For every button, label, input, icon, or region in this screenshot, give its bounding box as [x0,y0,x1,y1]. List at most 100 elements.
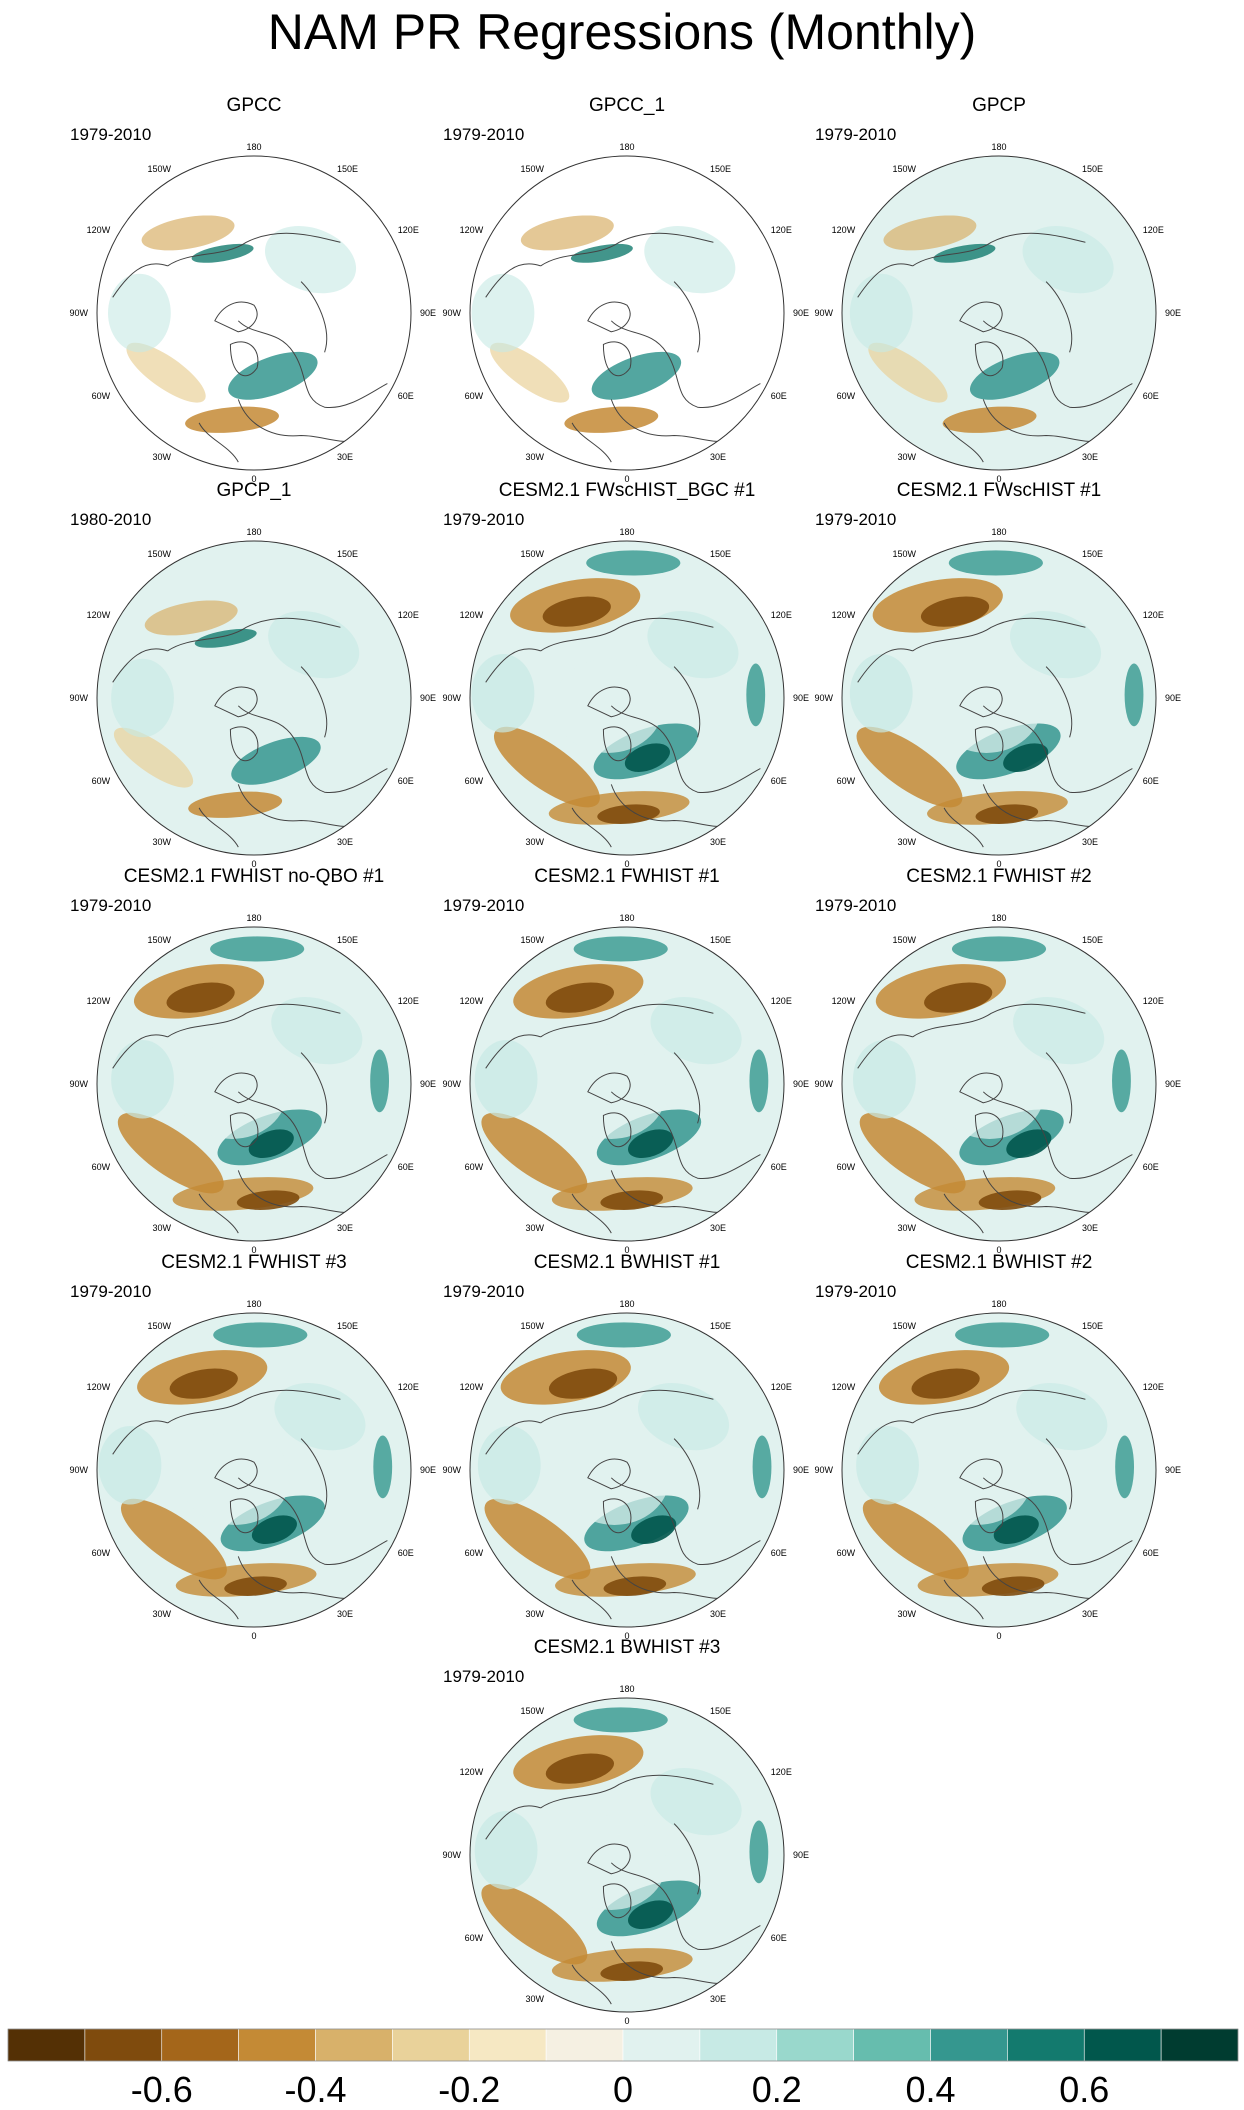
coastline [982,1556,1110,1599]
colorbar-swatch [853,2028,931,2062]
coastline [974,726,1004,762]
colorbar-tick-label: -0.4 [284,2069,346,2110]
coastline [943,807,984,848]
longitude-label: 120E [1143,1382,1164,1392]
longitude-label: 90W [69,1465,88,1475]
coastline [214,1458,258,1490]
anomaly-contour [883,215,977,251]
polar-map: 180 150E 120E 90E 60E 30E 0 30W 60W 90W 120W 150W [69,142,436,484]
period-label: 1979-2010 [815,125,897,144]
coastline [610,1941,738,1984]
colorbar-swatch [545,2028,624,2062]
anomaly-contour [481,1883,588,1965]
longitude-label: 30W [152,1609,171,1619]
longitude-label: 120E [1143,996,1164,1006]
longitude-label: 0 [996,1245,1001,1255]
longitude-label: 150W [892,935,916,945]
coastline [214,1072,258,1104]
coastline [237,705,388,793]
longitude-label: 30E [1082,1609,1098,1619]
coastline [943,1579,984,1620]
longitude-label: 90W [442,1079,461,1089]
longitude-label: 0 [251,474,256,484]
map-panel-gpcp-1: 180 150E 120E 90E 60E 30E 0 30W 60W 90W 120W 150W G… [47,480,461,869]
coastline [974,341,1004,377]
anomaly-contour [545,1753,615,1784]
colorbar-swatch [1007,2028,1085,2062]
longitude-label: 150W [147,935,171,945]
coastline [982,1477,1133,1565]
longitude-label: 150E [710,935,731,945]
anomaly-contour [746,663,766,727]
anomaly-contour [628,1129,674,1158]
coastline [112,263,168,298]
longitude-label: 30E [337,1609,353,1619]
coastline [602,1498,632,1534]
polar-map: 180 150E 120E 90E 60E 30E 0 30W 60W 90W 120W 150W [814,142,1181,484]
longitude-label: 120W [460,1382,484,1392]
panel-title: CESM2.1 FWHIST no-QBO #1 [123,866,385,887]
coastline [485,1034,541,1069]
longitude-label: 90E [793,693,809,703]
coastline [214,301,258,333]
period-label: 1979-2010 [70,896,152,915]
map-boundary [841,926,1157,1242]
coastline [571,422,612,463]
longitude-label: 60W [465,1548,484,1558]
longitude-label: 60W [92,1162,111,1172]
coastline [959,686,1003,718]
coastline [112,1420,168,1455]
anomaly-contour [859,1112,966,1194]
colorbar-swatch [699,2028,778,2062]
anomaly-contour [251,1515,297,1544]
longitude-label: 150W [147,549,171,559]
coastline [959,1072,1003,1104]
anomaly-contour [471,654,535,733]
period-label: 1979-2010 [443,1282,525,1301]
anomaly-contour [650,1768,742,1836]
panel-title: CESM2.1 BWHIST #2 [905,1252,1093,1273]
map-panel-bwhist-2: 180 150E 120E 90E 60E 30E 0 30W 60W 90W 120W 150W C… [792,1252,1206,1641]
period-label: 1979-2010 [815,1282,897,1301]
longitude-label: 30W [152,1223,171,1233]
anomaly-contour [493,726,600,808]
coastline [485,1420,541,1455]
period-label: 1980-2010 [70,510,152,529]
coastline [587,1843,631,1875]
coastline [587,1072,631,1104]
anomaly-contour [1013,997,1105,1065]
coastline [214,686,258,718]
coastline [610,399,738,442]
anomaly-contour [631,1515,677,1544]
panel-title: GPCC [226,95,282,116]
longitude-label: 120W [87,225,111,235]
longitude-label: 30E [1082,837,1098,847]
longitude-label: 60W [465,1162,484,1172]
coastline [571,1964,612,2005]
anomaly-contour [749,1049,769,1113]
panel-title: GPCP [972,95,1026,116]
anomaly-contour [177,1044,287,1139]
colorbar-tick-label: 0.4 [905,2069,955,2110]
coastline [673,1052,701,1124]
anomaly-contour [749,1820,769,1884]
map-boundary [841,1312,1157,1628]
anomaly-contour [1124,663,1144,727]
panel-title: CESM2.1 FWHIST #1 [534,866,720,887]
colorbar-tick-label: -0.2 [438,2069,500,2110]
coastline [673,1823,701,1895]
longitude-label: 150W [892,164,916,174]
anomaly-contour [1016,1383,1108,1451]
anomaly-contour [166,982,235,1013]
coastline [112,1034,168,1069]
polar-map: 180 150E 120E 90E 60E 30E 0 30W 60W 90W 120W 150W [69,527,436,869]
longitude-label: 90E [793,1079,809,1089]
colorbar-swatch [238,2028,316,2062]
longitude-label: 60E [398,391,414,401]
coastline [602,726,632,762]
anomaly-contour [268,611,360,679]
anomaly-contour [113,727,194,788]
coastline [587,686,631,718]
longitude-label: 120W [832,1382,856,1392]
anomaly-contour [933,243,996,263]
